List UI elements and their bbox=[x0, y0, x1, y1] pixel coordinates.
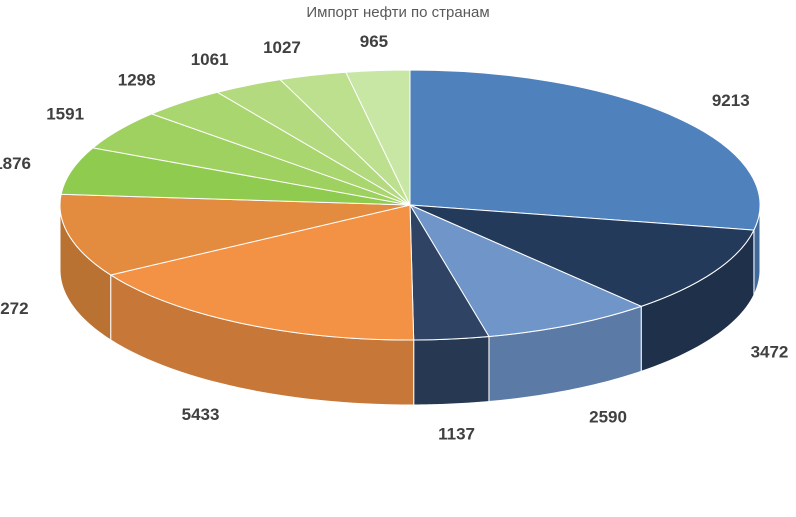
pie-slice bbox=[109, 204, 415, 341]
data-label: 1027 bbox=[263, 38, 301, 57]
pie-slice-side bbox=[413, 335, 490, 406]
data-label: 2590 bbox=[589, 408, 627, 427]
chart-title: Импорт нефти по странам bbox=[306, 4, 490, 21]
pie-slice bbox=[59, 193, 411, 276]
data-label: 1876 bbox=[0, 154, 31, 173]
data-label: 9213 bbox=[712, 91, 750, 110]
data-label: 1061 bbox=[191, 50, 229, 69]
data-label: 965 bbox=[360, 32, 388, 51]
pie-slice bbox=[408, 203, 643, 338]
pie-slice bbox=[345, 69, 411, 206]
data-label: 1298 bbox=[118, 71, 156, 90]
data-label: 1137 bbox=[438, 425, 475, 444]
data-label: 3472 bbox=[751, 343, 789, 362]
pie-slice bbox=[409, 69, 761, 231]
pie-slice bbox=[60, 147, 411, 206]
data-label: 5433 bbox=[182, 405, 220, 424]
data-label: 1591 bbox=[46, 105, 84, 124]
pie-slice bbox=[409, 204, 755, 307]
